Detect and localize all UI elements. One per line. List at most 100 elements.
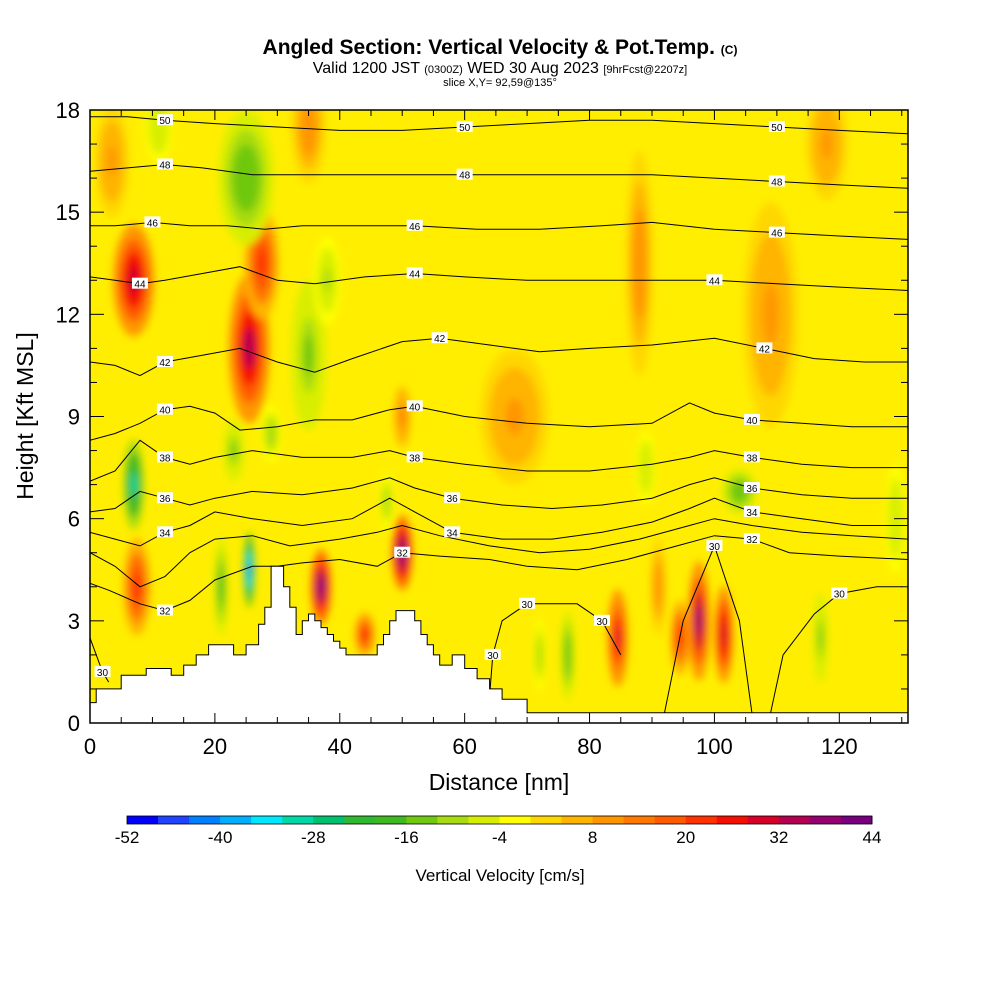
x-tick-label: 120 bbox=[821, 734, 858, 759]
contour-label: 34 bbox=[447, 528, 459, 539]
updraft-cell bbox=[243, 327, 255, 369]
colorbar-swatch bbox=[747, 816, 780, 824]
contour-label: 48 bbox=[771, 178, 783, 189]
contour-label-bg bbox=[743, 505, 760, 517]
contour-label-bg bbox=[406, 451, 423, 463]
contour-label-bg bbox=[156, 114, 173, 126]
contour-label: 32 bbox=[159, 607, 171, 618]
theta-contour bbox=[90, 163, 908, 189]
x-tick-label: 40 bbox=[328, 734, 352, 759]
contour-label-bg bbox=[706, 539, 723, 551]
contour-label-bg bbox=[743, 533, 760, 545]
updraft-cell bbox=[721, 621, 727, 648]
updraft-cell bbox=[303, 111, 314, 143]
contour-label: 32 bbox=[746, 535, 758, 546]
contour-label: 38 bbox=[746, 453, 758, 464]
contour-label: 30 bbox=[522, 600, 534, 611]
contour-label: 38 bbox=[409, 453, 421, 464]
colorbar-swatch bbox=[654, 816, 687, 824]
contour-label: 40 bbox=[409, 402, 421, 413]
contour-label-bg bbox=[706, 274, 723, 286]
downdraft-cell bbox=[642, 457, 649, 478]
slice-info: slice X,Y= 92,59@135° bbox=[443, 77, 557, 89]
contour-label-bg bbox=[406, 219, 423, 231]
contour-label-bg bbox=[406, 267, 423, 279]
contour-label-bg bbox=[484, 648, 501, 660]
colorbar-tick-label: -16 bbox=[394, 828, 419, 847]
contour-label: 38 bbox=[159, 453, 171, 464]
updraft-cell bbox=[614, 624, 621, 652]
colorbar-swatch bbox=[468, 816, 500, 824]
downdraft-cell bbox=[565, 642, 570, 668]
colorbar-swatch bbox=[344, 816, 376, 824]
contour-label: 40 bbox=[159, 406, 171, 417]
downdraft-cell bbox=[303, 334, 314, 376]
contour-label: 50 bbox=[771, 123, 783, 134]
colorbar-tick-label: -28 bbox=[301, 828, 326, 847]
contour-label-bg bbox=[743, 413, 760, 425]
forecast-info: [9hrFcst@2207z] bbox=[603, 64, 688, 76]
updraft-cell bbox=[399, 408, 405, 425]
colorbar-swatch bbox=[778, 816, 811, 824]
x-axis: 0 20 40 60 80 100 120 bbox=[84, 110, 903, 759]
colorbar-frame bbox=[126, 815, 873, 825]
updraft-cell bbox=[107, 145, 117, 177]
downdraft-cell bbox=[384, 493, 389, 510]
theta-contour bbox=[90, 477, 908, 513]
colorbar-tick-label: 8 bbox=[588, 828, 597, 847]
contour-label: 46 bbox=[409, 222, 421, 233]
contour-label-bg bbox=[156, 451, 173, 463]
chart-title-mark: (C) bbox=[720, 43, 738, 57]
contour-label: 34 bbox=[746, 508, 758, 519]
contour-label: 34 bbox=[159, 528, 171, 539]
y-tick-label: 18 bbox=[56, 98, 80, 123]
contour-label-bg bbox=[156, 403, 173, 415]
updraft-cell bbox=[133, 573, 141, 601]
colorbar-swatch bbox=[716, 816, 749, 824]
contour-label: 40 bbox=[746, 416, 758, 427]
colorbar-swatch bbox=[592, 816, 625, 824]
colorbar-swatch bbox=[127, 816, 159, 824]
updraft-cell bbox=[763, 283, 779, 345]
colorbar-swatch bbox=[561, 816, 594, 824]
valid-date: WED 30 Aug 2023 bbox=[467, 60, 599, 77]
contour-label-bg bbox=[156, 158, 173, 170]
colorbar-swatch bbox=[282, 816, 314, 824]
x-axis-label: Distance [nm] bbox=[429, 769, 570, 795]
contour-label-bg bbox=[94, 665, 111, 677]
colorbar-tick-label: 32 bbox=[769, 828, 788, 847]
downdraft-cell bbox=[219, 573, 224, 601]
colorbar-swatch bbox=[313, 816, 345, 824]
vertical-velocity-field bbox=[90, 110, 908, 723]
contour-label-bg bbox=[431, 332, 448, 344]
chart-title-text: Angled Section: Vertical Velocity & Pot.… bbox=[262, 36, 715, 59]
valid-utc: (0300Z) bbox=[424, 64, 463, 76]
colorbar-tick-label: -40 bbox=[208, 828, 233, 847]
colorbar-swatch bbox=[437, 816, 469, 824]
theta-contour bbox=[90, 402, 908, 441]
theta-contour bbox=[90, 266, 908, 291]
updraft-cell bbox=[318, 576, 324, 597]
updraft-cell bbox=[821, 128, 833, 160]
contour-label: 30 bbox=[487, 651, 499, 662]
theta-contour bbox=[770, 586, 902, 713]
contour-label-bg bbox=[394, 546, 411, 558]
contour-label-bg bbox=[768, 226, 785, 238]
colorbar-swatch bbox=[158, 816, 190, 824]
contour-label: 46 bbox=[771, 229, 783, 240]
updraft-cell bbox=[257, 247, 267, 279]
contour-label-bg bbox=[144, 216, 161, 228]
downdraft-cell bbox=[734, 485, 745, 498]
downdraft-cell bbox=[247, 559, 251, 580]
colorbar-swatch bbox=[251, 816, 283, 824]
y-tick-label: 9 bbox=[68, 405, 80, 430]
contour-label-bg bbox=[743, 482, 760, 494]
x-tick-label: 100 bbox=[696, 734, 733, 759]
colorbar-label: Vertical Velocity [cm/s] bbox=[415, 866, 584, 885]
x-tick-label: 20 bbox=[203, 734, 227, 759]
contour-label: 50 bbox=[459, 123, 471, 134]
contour-label-bg bbox=[456, 121, 473, 133]
contour-label-bg bbox=[768, 121, 785, 133]
